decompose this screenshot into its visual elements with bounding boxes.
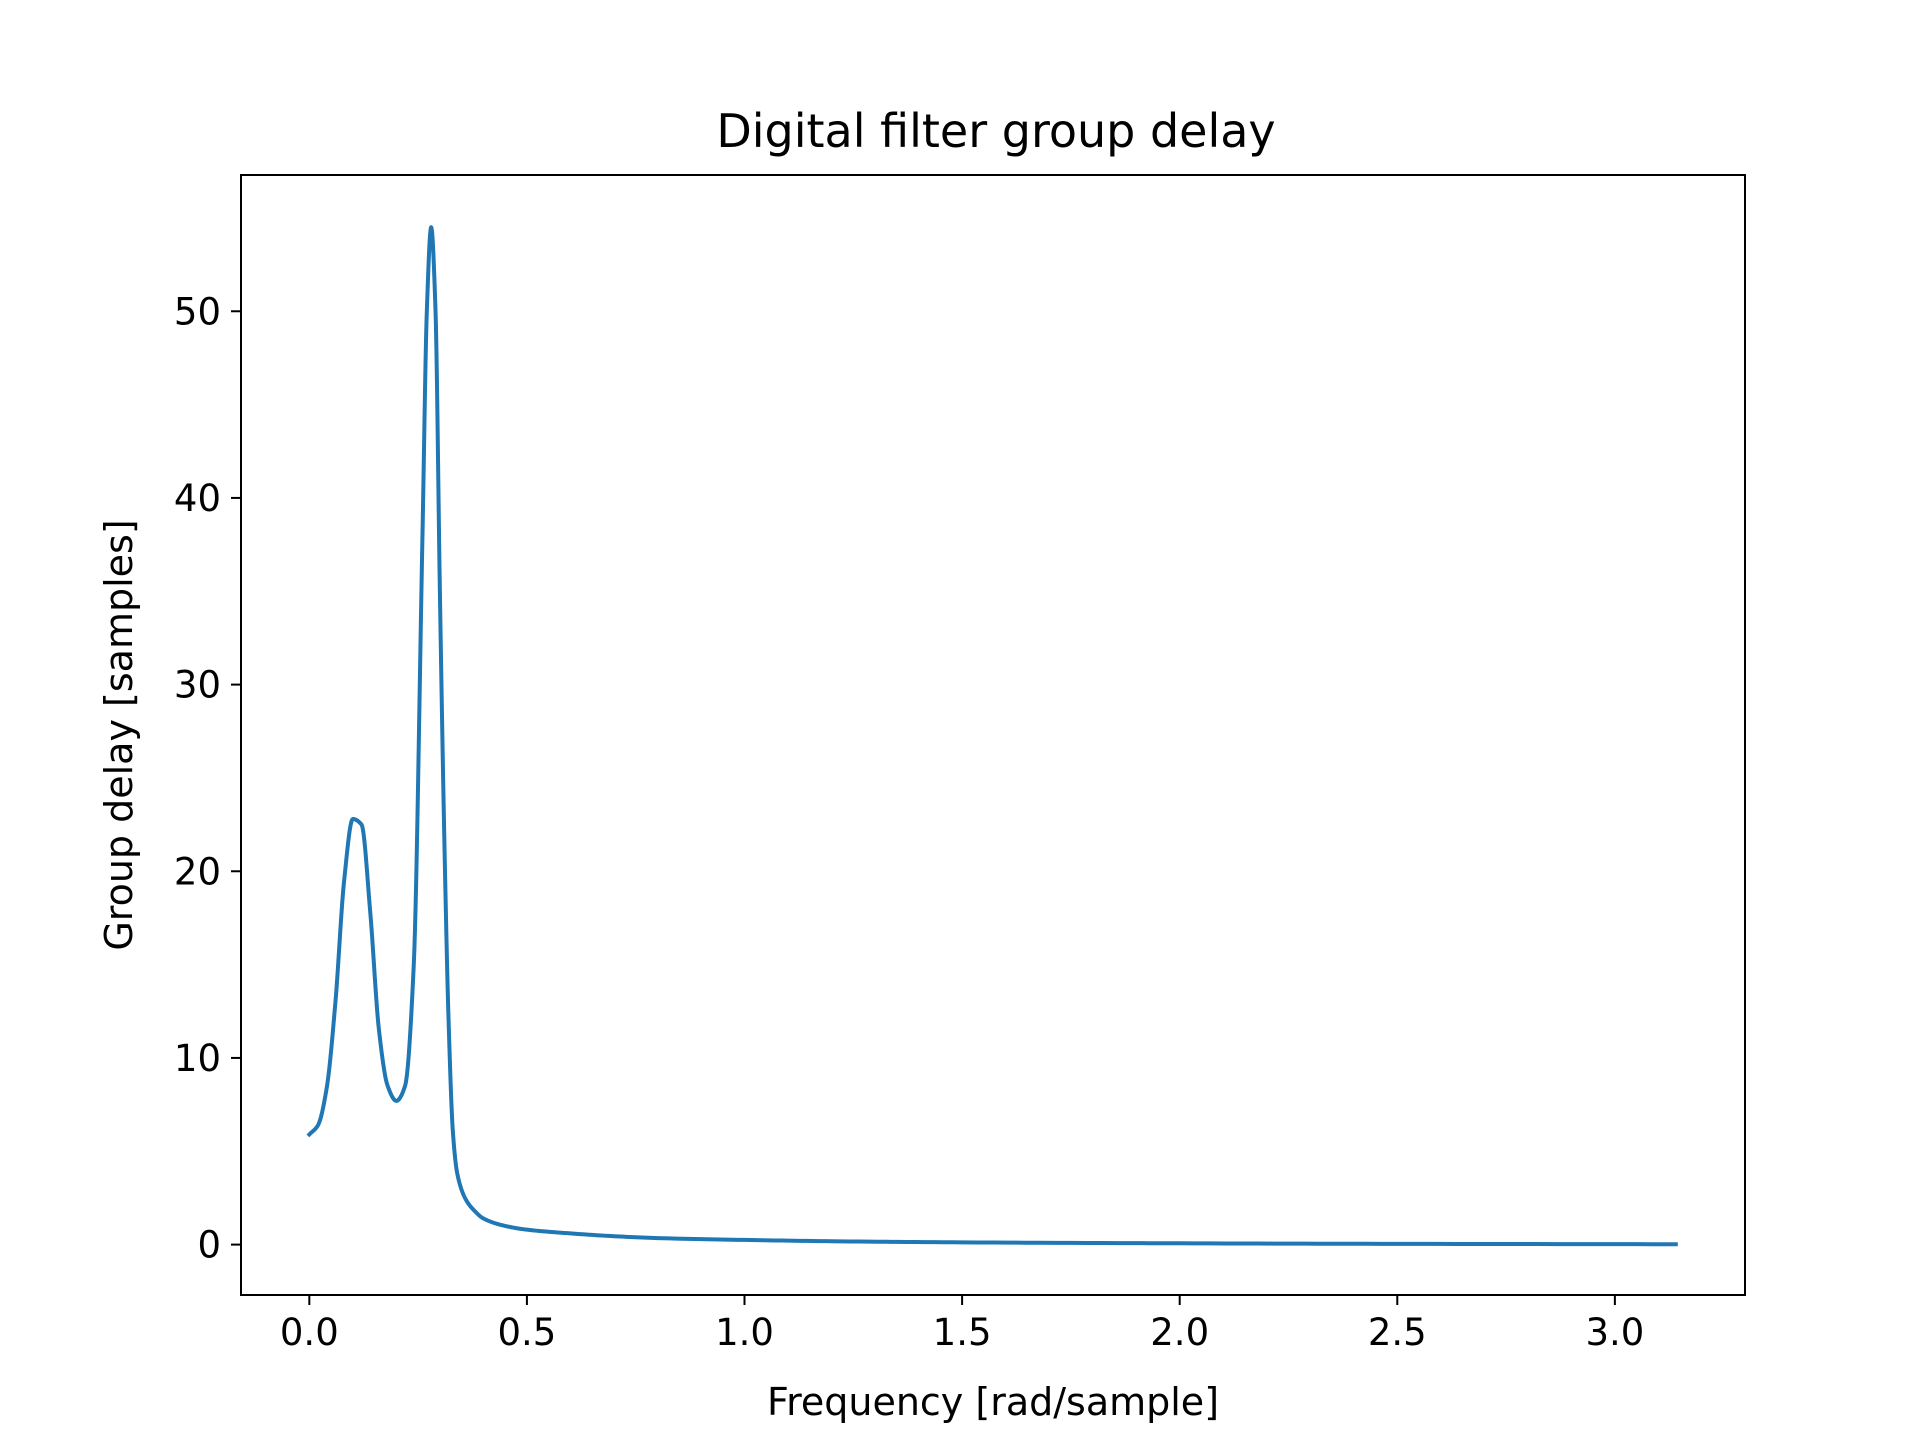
x-tick-label: 0.5 [497,1311,556,1354]
y-tick-label: 20 [174,850,221,893]
y-tick-label: 0 [197,1224,221,1267]
axes-frame [240,174,1746,1296]
y-tick-label: 30 [174,664,221,707]
y-axis: 0 10 20 30 40 50 [174,290,241,1267]
x-tick-label: 0.0 [280,1311,339,1354]
y-axis-label: Group delay [samples] [97,519,141,950]
x-axis: 0.0 0.5 1.0 1.5 2.0 2.5 3.0 [280,1295,1644,1354]
x-tick-label: 1.0 [715,1311,774,1354]
group-delay-line [306,225,1678,1247]
x-tick-label: 2.5 [1368,1311,1427,1354]
chart-title: Digital filter group delay [716,104,1275,158]
x-tick-label: 1.5 [933,1311,992,1354]
x-tick-label: 2.0 [1150,1311,1209,1354]
y-tick-label: 10 [174,1037,221,1080]
plot-area [306,225,1678,1247]
y-tick-label: 50 [174,290,221,333]
x-tick-label: 3.0 [1585,1311,1644,1354]
y-tick-label: 40 [174,477,221,520]
x-axis-label: Frequency [rad/sample] [767,1380,1219,1424]
